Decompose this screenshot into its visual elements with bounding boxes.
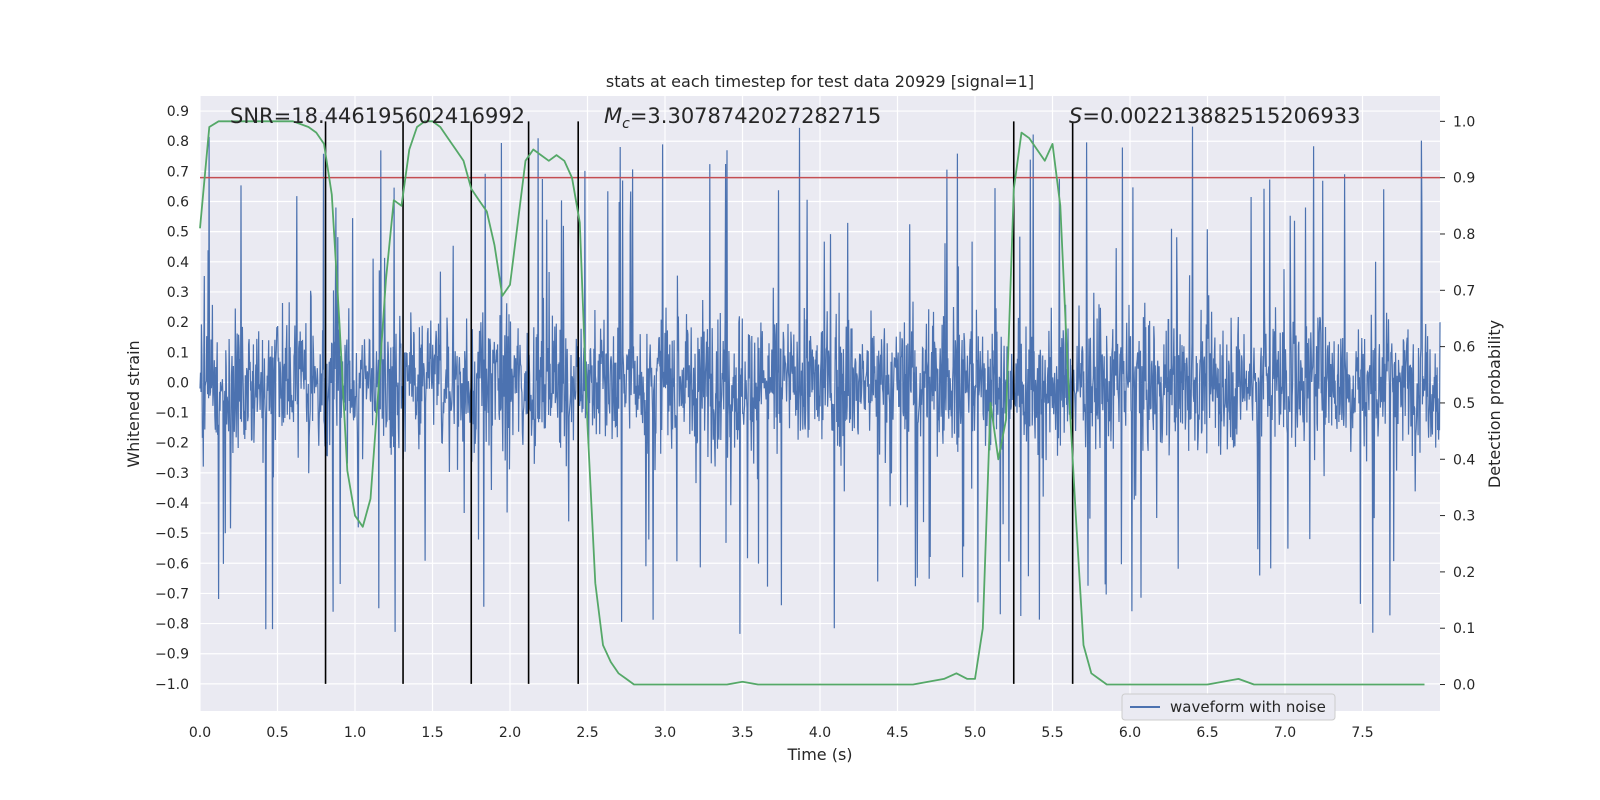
x-tick-label: 7.5 (1351, 725, 1373, 741)
chirp-mass-annotation: Mc=3.3078742027282715 (604, 104, 881, 132)
legend: waveform with noise (1121, 693, 1336, 721)
chirp-mass-subscript: c (622, 116, 630, 132)
x-tick-label: 1.5 (421, 725, 443, 741)
grid (199, 96, 1440, 711)
waveform-series (199, 126, 1441, 634)
y-right-axis-label: Detection probability (1485, 320, 1504, 488)
x-tick-label: 4.0 (809, 725, 831, 741)
y-left-tick-label: 0.3 (167, 285, 189, 301)
y-left-tick-label: −0.7 (155, 586, 189, 602)
x-axis-ticks: 0.0 0.5 1.0 1.5 2.0 2.5 3.0 3.5 4.0 4.5 5.0 5.5 6.0 6… (189, 725, 1374, 741)
y-left-tick-label: −0.8 (155, 617, 189, 633)
x-tick-label: 2.0 (499, 725, 521, 741)
y-left-axis-label: Whitened strain (124, 340, 143, 467)
y-left-axis-ticks: 0.9 0.8 0.7 0.6 0.5 0.4 0.3 0.2 0.1 0.0 −0.1 −0.2 −0… (155, 104, 189, 693)
x-tick-label: 5.0 (964, 725, 986, 741)
y-left-tick-label: −1.0 (155, 677, 189, 693)
vertical-markers (324, 121, 1074, 684)
y-left-tick-label: 0.9 (167, 104, 189, 120)
legend-box (1121, 693, 1336, 721)
y-left-tick-label: 0.1 (167, 345, 189, 361)
y-left-tick-label: −0.5 (155, 526, 189, 542)
y-left-tick-label: 0.6 (167, 195, 189, 211)
y-left-tick-label: −0.6 (155, 556, 189, 572)
y-left-tick-label: 0.2 (167, 315, 189, 331)
y-left-tick-label: 0.7 (167, 164, 189, 180)
waveform-line (199, 126, 1441, 634)
probability-line (199, 120, 1425, 686)
y-left-tick-label: 0.5 (167, 225, 189, 241)
spin-value: =0.002213882515206933 (1082, 104, 1360, 128)
y-left-tick-label: −0.1 (155, 406, 189, 422)
y-right-axis-ticks: 1.0 0.9 0.8 0.7 0.6 0.5 0.4 0.3 0.2 0.1 0.0 (1440, 114, 1475, 694)
y-right-tick-label: 0.6 (1453, 340, 1475, 356)
chirp-mass-value: =3.3078742027282715 (630, 104, 881, 128)
y-right-tick-label: 0.3 (1453, 509, 1475, 525)
y-left-tick-label: −0.9 (155, 647, 189, 663)
y-right-tick-label: 0.8 (1453, 227, 1475, 243)
y-left-tick-label: −0.3 (155, 466, 189, 482)
x-tick-label: 3.5 (731, 725, 753, 741)
y-right-tick-label: 0.0 (1453, 678, 1475, 694)
x-tick-label: 6.5 (1196, 725, 1218, 741)
snr-annotation: SNR=18.446195602416992 (230, 104, 525, 128)
x-tick-label: 0.5 (266, 725, 288, 741)
x-tick-label: 3.0 (654, 725, 676, 741)
x-tick-label: 0.0 (189, 725, 211, 741)
y-left-tick-label: −0.4 (155, 496, 189, 512)
spin-symbol: S (1069, 104, 1082, 128)
chirp-mass-symbol: M (604, 104, 622, 128)
y-left-tick-label: 0.4 (167, 255, 189, 271)
y-right-tick-label: 0.5 (1453, 396, 1475, 412)
y-right-tick-label: 1.0 (1453, 114, 1475, 130)
y-right-tick-label: 0.4 (1453, 452, 1475, 468)
y-right-tick-label: 0.2 (1453, 565, 1475, 581)
x-tick-label: 7.0 (1274, 725, 1296, 741)
y-right-tick-label: 0.7 (1453, 283, 1475, 299)
y-right-tick-label: 0.9 (1453, 171, 1475, 187)
y-left-tick-label: −0.2 (155, 436, 189, 452)
x-tick-label: 6.0 (1119, 725, 1141, 741)
y-right-tick-label: 0.1 (1453, 621, 1475, 637)
chart-title: stats at each timestep for test data 209… (606, 72, 1034, 91)
legend-label: waveform with noise (1170, 698, 1326, 716)
x-tick-label: 4.5 (886, 725, 908, 741)
x-tick-label: 2.5 (576, 725, 598, 741)
x-tick-label: 1.0 (344, 725, 366, 741)
y-left-tick-label: 0.8 (167, 134, 189, 150)
x-axis-label: Time (s) (786, 745, 852, 764)
spin-annotation: S=0.002213882515206933 (1069, 104, 1360, 128)
x-tick-label: 5.5 (1041, 725, 1063, 741)
y-left-tick-label: 0.0 (167, 375, 189, 391)
probability-series (199, 120, 1425, 686)
